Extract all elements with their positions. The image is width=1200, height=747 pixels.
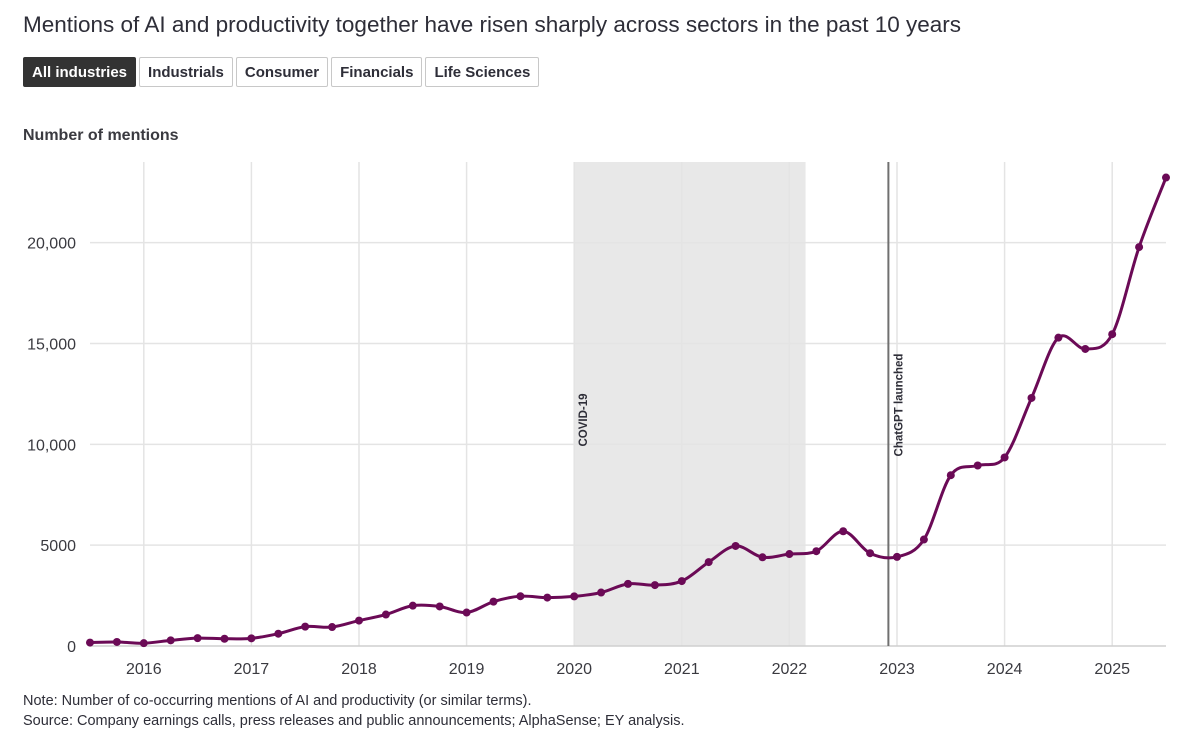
data-point — [274, 629, 283, 638]
y-tick-label: 20,000 — [27, 236, 76, 253]
data-point — [893, 552, 901, 561]
note-text: Note: Number of co-occurring mentions of… — [23, 693, 532, 709]
data-point — [166, 636, 175, 645]
data-point — [812, 547, 821, 556]
chatgpt-label: ChatGPT launched — [893, 354, 905, 457]
data-point — [866, 549, 875, 558]
data-point — [462, 608, 471, 617]
x-tick-label: 2017 — [234, 661, 270, 678]
band-layer — [574, 162, 806, 646]
data-point — [597, 588, 606, 597]
grid-layer — [90, 162, 1166, 647]
x-tick-label: 2022 — [772, 661, 808, 678]
data-point — [220, 634, 229, 643]
data-point — [489, 597, 498, 606]
y-tick-label: 5000 — [40, 538, 76, 555]
data-point — [328, 623, 337, 632]
chart-title: Mentions of AI and productivity together… — [23, 12, 961, 37]
y-axis-title: Number of mentions — [23, 127, 179, 144]
data-point — [247, 634, 256, 643]
data-point — [919, 535, 928, 544]
data-point — [624, 579, 632, 588]
data-point — [1027, 393, 1036, 402]
data-point — [355, 616, 363, 625]
annotation-layer: COVID-19 ChatGPT launched — [578, 162, 905, 646]
x-tick-label: 2020 — [556, 661, 592, 678]
data-point — [543, 593, 552, 602]
footnote: Note: Number of co-occurring mentions of… — [23, 691, 684, 731]
tab-financials[interactable]: Financials — [331, 57, 423, 87]
data-point — [1054, 333, 1063, 342]
data-point — [731, 541, 740, 550]
x-tick-label: 2019 — [449, 661, 485, 678]
x-tick-label: 2016 — [126, 661, 162, 678]
data-point — [1081, 344, 1090, 353]
data-point — [516, 592, 525, 601]
y-tick-label: 10,000 — [27, 437, 76, 454]
x-tick-label: 2023 — [879, 661, 915, 678]
x-tick-label: 2018 — [341, 661, 377, 678]
data-point — [193, 634, 202, 643]
data-point — [1162, 173, 1170, 182]
data-point — [435, 602, 444, 611]
data-point — [1135, 243, 1144, 252]
data-point — [1000, 453, 1009, 462]
data-point — [381, 610, 390, 619]
data-point — [973, 461, 982, 470]
data-point — [408, 601, 417, 610]
data-point — [785, 550, 794, 559]
tab-consumer[interactable]: Consumer — [235, 57, 329, 87]
x-tick-label: 2025 — [1094, 661, 1130, 678]
axis-layer: 2016 2017 2018 2019 2020 2021 2022 2023 2024 2025… — [27, 236, 1130, 678]
data-point — [112, 637, 121, 646]
data-point — [1108, 330, 1117, 339]
data-point — [570, 592, 579, 601]
tab-industrials[interactable]: Industrials — [139, 57, 233, 87]
data-point — [650, 581, 659, 590]
x-tick-label: 2024 — [987, 661, 1023, 678]
covid-band — [574, 162, 806, 646]
x-tick-label: 2021 — [664, 661, 700, 678]
y-tick-label: 0 — [67, 639, 76, 656]
data-point — [139, 639, 148, 648]
covid-label: COVID-19 — [578, 393, 590, 446]
data-point — [704, 558, 713, 567]
data-point — [946, 471, 955, 480]
line-layer — [86, 173, 1170, 648]
data-point — [301, 622, 310, 631]
industry-tabs: All industries Industrials Consumer Fina… — [23, 57, 540, 87]
series-line — [89, 176, 1168, 645]
data-point — [86, 638, 94, 647]
data-point — [677, 577, 686, 586]
source-text: Source: Company earnings calls, press re… — [23, 713, 685, 729]
line-chart: COVID-19 ChatGPT launched 2016 2017 2018 201… — [27, 162, 1170, 678]
data-point — [758, 553, 767, 562]
tab-all-industries[interactable]: All industries — [23, 57, 137, 87]
y-tick-label: 15,000 — [27, 337, 76, 354]
tab-life-sciences[interactable]: Life Sciences — [425, 57, 540, 87]
data-point — [839, 527, 848, 536]
